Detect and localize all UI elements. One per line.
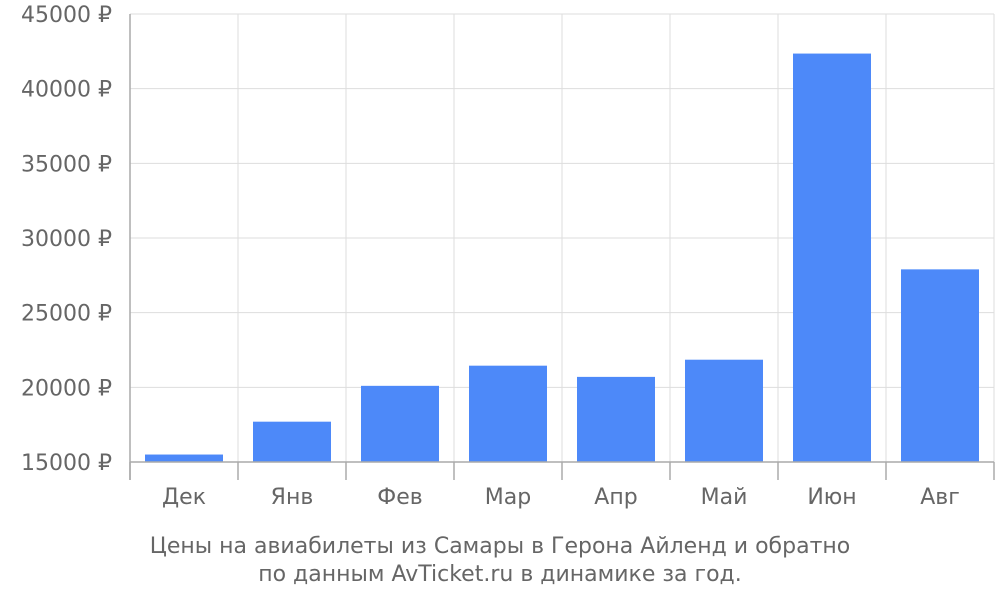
- x-tick-label: Дек: [162, 485, 206, 510]
- y-tick-label: 40000 ₽: [21, 78, 112, 103]
- x-tick-label: Мар: [485, 485, 531, 510]
- y-tick-label: 25000 ₽: [21, 302, 112, 327]
- x-tick-label: Янв: [271, 485, 314, 510]
- bar-1: [145, 454, 223, 462]
- bar-5: [577, 376, 655, 462]
- x-tick-label: Авг: [920, 485, 960, 510]
- bar-8: [901, 269, 979, 462]
- bar-6: [685, 359, 763, 462]
- x-tick-label: Июн: [807, 485, 856, 510]
- bar-3: [361, 385, 439, 462]
- x-tick-label: Май: [701, 485, 748, 510]
- y-tick-label: 15000 ₽: [21, 451, 112, 476]
- bar-7: [793, 53, 871, 462]
- x-tick-label: Апр: [594, 485, 637, 510]
- bar-4: [469, 365, 547, 462]
- y-tick-label: 20000 ₽: [21, 376, 112, 401]
- y-tick-label: 35000 ₽: [21, 152, 112, 177]
- chart-caption-line-2: по данным AvTicket.ru в динамике за год.: [258, 562, 742, 587]
- chart-caption-line-1: Цены на авиабилеты из Самары в Герона Ай…: [149, 534, 851, 559]
- bar-2: [253, 421, 331, 462]
- price-bar-chart: 15000 ₽ 20000 ₽ 25000 ₽ 30000 ₽ 35000 ₽ 40000…: [21, 3, 995, 510]
- y-tick-label: 30000 ₽: [21, 227, 112, 252]
- y-tick-label: 45000 ₽: [21, 3, 112, 28]
- x-tick-label: Фев: [377, 485, 422, 510]
